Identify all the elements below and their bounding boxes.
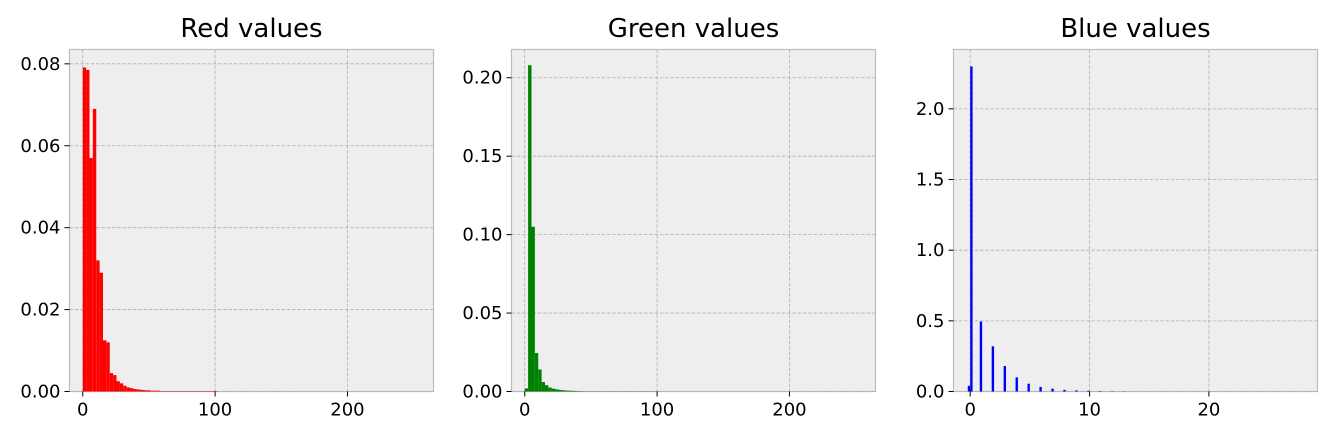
- red-chart-title: Red values: [180, 14, 322, 44]
- red-histogram-bar: [153, 390, 157, 392]
- red-histogram-bar: [119, 383, 124, 392]
- red-x-tick-label: 100: [198, 400, 232, 421]
- red-histogram-bar: [86, 69, 90, 392]
- red-histogram-bar: [109, 373, 114, 392]
- blue-histogram-bar: [1015, 377, 1018, 392]
- red-histogram-bar: [113, 375, 117, 392]
- red-y-ticks: 0.00 0.02 0.04 0.06 0.08: [20, 54, 70, 403]
- green-y-tick-label: 0.05: [462, 303, 502, 324]
- blue-y-tick-label: 1.5: [916, 170, 945, 191]
- red-histogram-bar: [156, 390, 161, 392]
- green-y-tick-label: 0.20: [462, 68, 502, 89]
- red-histogram-bar: [123, 385, 127, 392]
- green-histogram-bar: [528, 65, 532, 392]
- green-histogram-bar: [571, 390, 576, 392]
- blue-histogram-bar: [1039, 386, 1042, 392]
- red-x-tick-label: 0: [77, 400, 88, 421]
- red-x-tick-label: 200: [330, 400, 364, 421]
- red-histogram-bar: [133, 389, 137, 392]
- blue-y-tick-label: 0.0: [916, 382, 945, 403]
- blue-plot-area: [952, 48, 1319, 393]
- green-histogram-bar: [551, 388, 556, 392]
- red-x-ticks: 0 100 200: [77, 391, 365, 421]
- red-histogram-bar: [143, 390, 147, 392]
- green-plot-area: [510, 48, 877, 393]
- red-histogram-bar: [106, 342, 110, 392]
- blue-histogram-bar: [979, 321, 983, 392]
- red-histogram-bar: [102, 340, 107, 392]
- blue-histogram-bar: [1003, 366, 1007, 392]
- blue-x-tick-label: 10: [1078, 400, 1101, 421]
- green-x-tick-label: 100: [640, 400, 674, 421]
- blue-x-ticks: 0 10 20: [964, 391, 1220, 421]
- blue-histogram-bar: [1063, 389, 1066, 392]
- green-histogram-bar: [541, 382, 545, 392]
- blue-bars: [967, 66, 1126, 392]
- green-histogram-bar: [548, 387, 552, 392]
- red-histogram-bar: [116, 381, 120, 392]
- green-histogram-bar: [555, 389, 559, 392]
- red-histogram-bar: [136, 389, 141, 392]
- green-bars: [524, 65, 660, 392]
- blue-x-tick-label: 0: [964, 400, 975, 421]
- red-y-tick-label: 0.06: [20, 136, 60, 157]
- blue-histogram-bar: [1087, 390, 1090, 392]
- red-histogram-bar: [140, 389, 144, 392]
- blue-chart-title: Blue values: [1060, 14, 1210, 44]
- green-x-tick-label: 0: [519, 400, 530, 421]
- blue-y-tick-label: 1.0: [916, 240, 945, 261]
- red-bars: [82, 67, 218, 392]
- red-y-tick-label: 0.08: [20, 54, 60, 75]
- green-histogram-bar: [534, 353, 539, 392]
- green-y-tick-label: 0.10: [462, 225, 502, 246]
- green-y-tick-label: 0.15: [462, 146, 502, 167]
- blue-histogram-bar: [991, 346, 995, 392]
- green-chart-title: Green values: [608, 14, 780, 44]
- green-histogram-panel: 0 100 200 0.00 0.05 0.10 0.15 0.20 Green value…: [462, 14, 877, 421]
- red-histogram-bar: [82, 67, 87, 392]
- red-plot-area: [68, 48, 435, 393]
- red-histogram-bar: [126, 387, 130, 392]
- red-histogram-bar: [146, 390, 151, 392]
- green-histogram-bar: [558, 389, 562, 392]
- red-histogram-bar: [99, 272, 103, 392]
- blue-x-tick-label: 20: [1197, 400, 1220, 421]
- green-y-tick-label: 0.00: [462, 382, 502, 403]
- red-histogram-bar: [150, 390, 154, 392]
- blue-histogram-bar: [1051, 388, 1054, 392]
- green-x-ticks: 0 100 200: [519, 391, 807, 421]
- blue-histogram-panel: 0 10 20 0.0 0.5 1.0 1.5 2.0 Blue values: [916, 14, 1319, 421]
- blue-y-tick-label: 2.0: [916, 99, 945, 120]
- green-y-ticks: 0.00 0.05 0.10 0.15 0.20: [462, 68, 512, 403]
- blue-histogram-bar: [970, 66, 973, 392]
- blue-y-ticks: 0.0 0.5 1.0 1.5 2.0: [916, 99, 954, 403]
- red-y-tick-label: 0.02: [20, 300, 60, 321]
- blue-y-tick-label: 0.5: [916, 311, 945, 332]
- green-histogram-bar: [565, 390, 569, 392]
- red-histogram-bar: [129, 388, 134, 392]
- red-histogram-bar: [96, 260, 100, 392]
- green-histogram-bar: [568, 390, 572, 392]
- green-histogram-bar: [538, 369, 542, 392]
- green-histogram-bar: [544, 385, 549, 392]
- blue-histogram-bar: [1027, 383, 1030, 392]
- red-y-tick-label: 0.00: [20, 382, 60, 403]
- red-histogram-bar: [89, 158, 93, 392]
- green-histogram-bar: [531, 226, 535, 392]
- red-y-tick-label: 0.04: [20, 218, 60, 239]
- green-x-tick-label: 200: [772, 400, 806, 421]
- blue-histogram-bar: [967, 385, 971, 392]
- blue-histogram-bar: [1075, 390, 1078, 392]
- green-histogram-bar: [561, 390, 566, 392]
- red-histogram-panel: 0 100 200 0.00 0.02 0.04 0.06 0.08 Red values: [20, 14, 435, 421]
- red-histogram-bar: [92, 108, 97, 392]
- green-histogram-bar: [524, 388, 529, 392]
